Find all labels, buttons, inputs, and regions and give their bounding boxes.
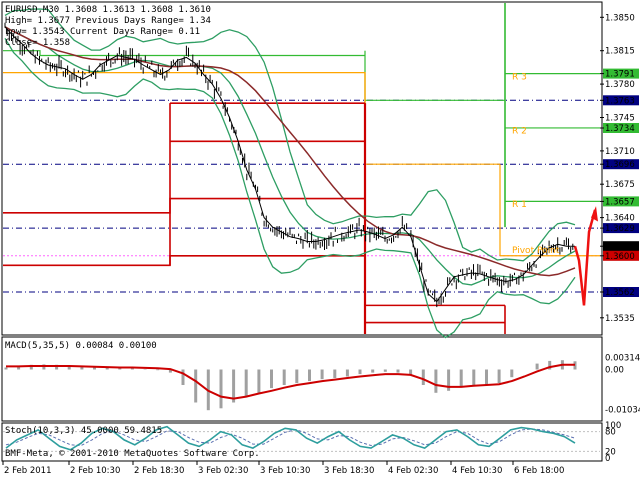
pivot-label: R 2 [512, 127, 527, 137]
pivot-label: R 3 [512, 72, 527, 82]
price-label: 1.3780 [605, 80, 635, 90]
time-label: 4 Feb 10:30 [452, 466, 502, 476]
time-label: 6 Feb 18:00 [514, 466, 564, 476]
bollinger-bands [4, 8, 576, 339]
moving-average-line [4, 26, 576, 277]
copyright-text: BMF-Meta, © 2001-2010 MetaQuotes Softwar… [5, 449, 260, 459]
info-line-close: Close= 1.358 [5, 38, 70, 48]
price-label: 1.3640 [605, 214, 635, 224]
bollinger-upper [4, 8, 576, 262]
price-label: 1.3535 [605, 314, 635, 324]
stoch-tick-label: 0 [605, 454, 610, 464]
price-label: 1.3734 [605, 124, 635, 134]
price-axis: 1.38501.38151.37911.37801.37631.37451.37… [600, 13, 639, 324]
pivot-label: R 1 [512, 200, 527, 210]
price-label: 1.3710 [605, 147, 635, 157]
price-close-line [4, 26, 575, 303]
info-line-low: Low= 1.3543 Current Days Range= 0.11 [5, 27, 200, 37]
price-label-box [603, 287, 639, 297]
main-price-panel[interactable] [1, 1, 603, 336]
price-label-box [603, 159, 639, 170]
price-label: 1.3763 [605, 96, 635, 106]
time-label: 4 Feb 02:30 [388, 466, 438, 476]
macd-tick-label: 0.00314 [605, 353, 640, 363]
time-label: 3 Feb 18:30 [324, 466, 374, 476]
macd-indicator: 0.00314 0.00 -0.01034 [4, 353, 640, 416]
current-price-arrow-line [573, 209, 597, 306]
bollinger-middle [4, 26, 576, 286]
stochastic-panel[interactable] [1, 422, 603, 462]
stoch-tick-label: 80 [605, 428, 616, 438]
pivot-labels: R 3 R 2 R 1 Pivot Point [512, 72, 560, 256]
price-label: 1.3850 [605, 13, 635, 23]
macd-title: MACD(5,35,5) 0.00084 0.00100 [5, 341, 157, 351]
current-price-arrowhead [591, 206, 598, 222]
price-label-box [603, 196, 639, 207]
price-label-box [603, 250, 639, 261]
bollinger-lower [4, 37, 576, 339]
time-label: 3 Feb 10:30 [260, 466, 310, 476]
price-label: 1.3745 [605, 114, 635, 124]
macd-tick-label: 0.00 [605, 366, 624, 376]
price-label: 1.3696 [605, 160, 635, 170]
current-price-arrow [573, 206, 598, 306]
price-label: 1.3791 [605, 70, 635, 80]
price-label-box [603, 123, 639, 133]
time-label: 2 Feb 2011 [4, 466, 52, 476]
stoch-title: Stoch(10,3,3) 45.0000 59.4815 [5, 426, 162, 436]
price-label-box [603, 68, 639, 79]
info-line-high: High= 1.3677 Previous Days Range= 1.34 [5, 16, 211, 26]
price-label-box [603, 223, 639, 234]
symbol-ohlc-line: EURUSD,M30 1.3608 1.3613 1.3608 1.3610 [5, 5, 211, 15]
price-label: 1.3562 [605, 288, 635, 298]
pivot-label: Pivot Point [512, 246, 560, 256]
stoch-tick-label: 100 [605, 421, 621, 431]
time-label: 2 Feb 18:30 [134, 466, 184, 476]
stoch-signal-line [5, 428, 576, 447]
price-label: 1.3600 [605, 252, 635, 262]
stoch-tick-label: 20 [605, 447, 616, 457]
time-label: 2 Feb 10:30 [70, 466, 120, 476]
macd-tick-label: -0.01034 [605, 406, 640, 416]
price-label: 1.3629 [605, 224, 635, 234]
moving-average [4, 26, 576, 277]
price-candles [4, 22, 575, 308]
time-axis: 2 Feb 2011 2 Feb 10:30 2 Feb 18:30 3 Feb 02… [2, 461, 564, 476]
macd-panel[interactable] [1, 336, 603, 422]
price-label-box [603, 241, 639, 252]
price-label-box [603, 95, 639, 106]
time-label: 3 Feb 02:30 [198, 466, 248, 476]
macd-signal-line [6, 363, 575, 400]
price-label: 1.3815 [605, 47, 635, 57]
price-label: 1.3610 [605, 242, 635, 252]
price-label: 1.3657 [605, 197, 635, 207]
price-label: 1.3675 [605, 180, 635, 190]
stoch-main-line [5, 425, 576, 451]
